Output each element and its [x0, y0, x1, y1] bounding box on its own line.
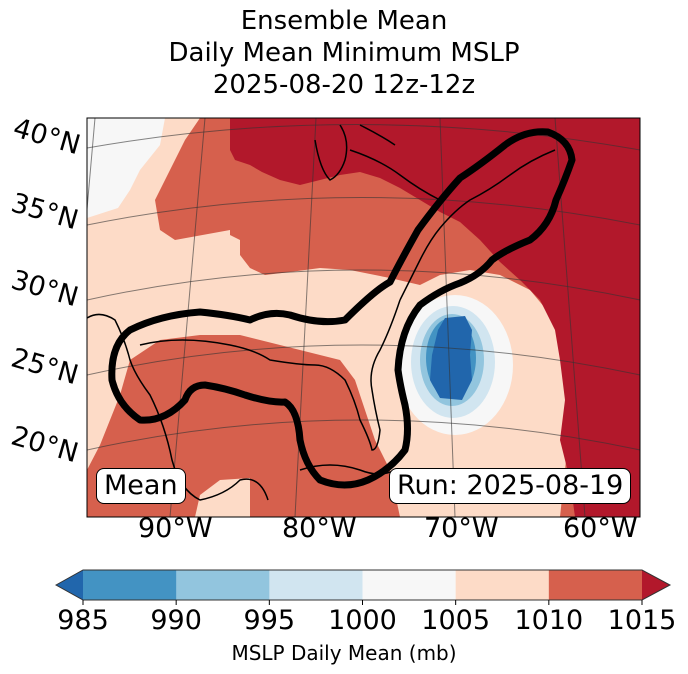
colorbar-segment-1000-1005 [362, 570, 457, 600]
map-panel [86, 117, 641, 518]
field-1005-1010-yucatan [195, 478, 250, 517]
map-frame [86, 117, 641, 518]
colorbar-segment-1010-1015 [548, 570, 643, 600]
colorbar-segment-995-1000 [269, 570, 363, 600]
title-line-2: Daily Mean Minimum MSLP [168, 38, 520, 68]
thick-contour-outline [108, 128, 576, 489]
colorbar-tick-label: 1005 [421, 605, 491, 636]
colorbar-tick-label: 985 [57, 605, 109, 636]
lon-label-80w: 80°W [282, 513, 357, 544]
colorbar-segment-990-995 [176, 570, 270, 600]
colorbar-extend-low [56, 570, 83, 600]
colorbar-label: MSLP Daily Mean (mb) [231, 641, 457, 665]
colorbar-extend-high [642, 570, 670, 600]
lon-label-60w: 60°W [563, 513, 638, 544]
lon-label-70w: 70°W [424, 513, 499, 544]
colorbar-tick-label: 995 [243, 605, 296, 636]
colorbar-tick-label: 1010 [514, 605, 584, 636]
field-1000-1005-northwest [87, 118, 165, 218]
colorbar-tick-label: 990 [150, 605, 202, 636]
colorbar-tick-label: 1015 [607, 605, 677, 636]
field-below-985-low [430, 316, 472, 400]
colorbar-outline [54, 569, 672, 601]
title-line-3: 2025-08-20 12z-12z [212, 70, 476, 100]
lon-label-90w: 90°W [138, 513, 213, 544]
colorbar-segment-1005-1010 [455, 570, 550, 600]
field-above-1015-north [230, 118, 640, 517]
colorbar-segment-985-990 [83, 570, 177, 600]
mean-annotation: Mean [96, 468, 186, 504]
run-date-annotation: Run: 2025-08-19 [389, 468, 632, 504]
colorbar-tick-label: 1000 [328, 605, 397, 636]
title-line-1: Ensemble Mean [240, 6, 448, 36]
